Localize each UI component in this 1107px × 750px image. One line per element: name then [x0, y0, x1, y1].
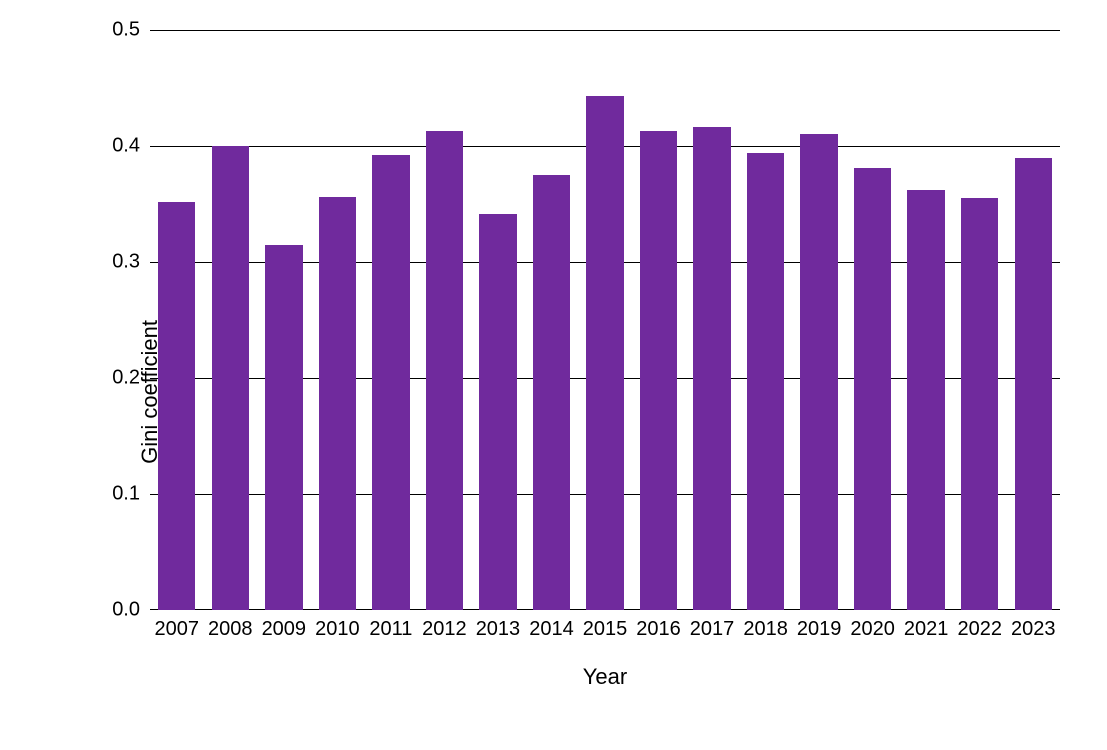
- x-tick-label: 2014: [529, 618, 574, 641]
- x-tick-label: 2017: [690, 618, 735, 641]
- x-tick-label: 2023: [1011, 618, 1056, 641]
- bar: [533, 175, 570, 610]
- y-tick-label: 0.4: [112, 135, 140, 158]
- bar: [319, 197, 356, 610]
- bar: [1015, 158, 1052, 610]
- y-tick-label: 0.0: [112, 599, 140, 622]
- plot-area: Gini coefficient Year 0.00.10.20.30.40.5…: [150, 30, 1060, 610]
- bar: [693, 127, 730, 610]
- bar: [265, 245, 302, 610]
- bar: [800, 134, 837, 610]
- bar: [372, 155, 409, 610]
- y-tick-label: 0.1: [112, 483, 140, 506]
- x-tick-label: 2009: [262, 618, 307, 641]
- bar: [907, 190, 944, 610]
- y-tick-label: 0.2: [112, 367, 140, 390]
- x-tick-label: 2011: [369, 618, 412, 641]
- bar: [854, 168, 891, 610]
- x-tick-label: 2020: [850, 618, 895, 641]
- bar: [640, 131, 677, 610]
- x-tick-label: 2013: [476, 618, 521, 641]
- bar: [426, 131, 463, 610]
- x-tick-label: 2021: [904, 618, 949, 641]
- x-tick-label: 2018: [743, 618, 788, 641]
- bar: [212, 146, 249, 610]
- x-tick-label: 2019: [797, 618, 842, 641]
- bar: [747, 153, 784, 610]
- bar: [586, 96, 623, 610]
- gridline: [150, 30, 1060, 31]
- x-tick-label: 2008: [208, 618, 253, 641]
- gini-bar-chart: Gini coefficient Year 0.00.10.20.30.40.5…: [0, 0, 1107, 750]
- x-tick-label: 2015: [583, 618, 628, 641]
- x-axis-label: Year: [583, 664, 627, 690]
- x-tick-label: 2016: [636, 618, 681, 641]
- y-tick-label: 0.5: [112, 19, 140, 42]
- x-tick-label: 2007: [155, 618, 200, 641]
- x-tick-label: 2012: [422, 618, 467, 641]
- x-tick-label: 2022: [957, 618, 1002, 641]
- bar: [479, 214, 516, 610]
- y-tick-label: 0.3: [112, 251, 140, 274]
- bar: [158, 202, 195, 610]
- bar: [961, 198, 998, 610]
- x-tick-label: 2010: [315, 618, 360, 641]
